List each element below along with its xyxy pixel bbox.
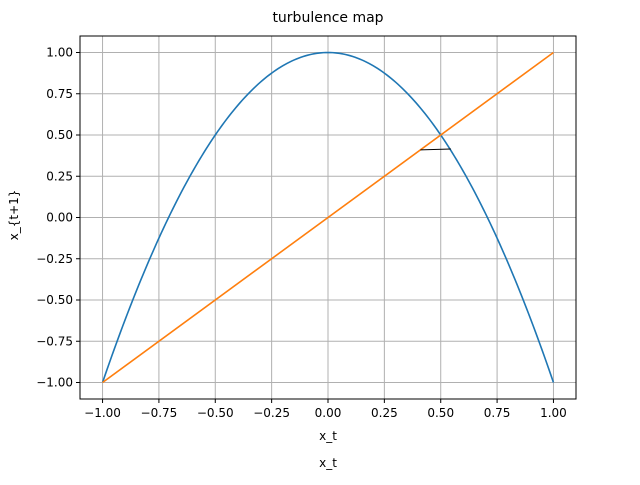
series-layer <box>101 51 555 384</box>
series-line-2 <box>420 148 451 151</box>
bottom-label: x_t <box>319 456 337 470</box>
y-tick-label: −0.50 <box>36 293 73 307</box>
x-tick-label: −0.75 <box>141 406 178 420</box>
y-tick-label: 0.00 <box>46 211 73 225</box>
y-tick-label: −0.25 <box>36 252 73 266</box>
y-tick-label: 0.75 <box>46 87 73 101</box>
y-tick-label: −1.00 <box>36 376 73 390</box>
x-tick-label: 0.50 <box>427 406 454 420</box>
y-axis-label: x_{t+1} <box>7 190 21 241</box>
y-tick-label: 0.50 <box>46 128 73 142</box>
x-tick-label: 0.00 <box>315 406 342 420</box>
x-tick-label: −0.25 <box>253 406 290 420</box>
y-tick-label: 1.00 <box>46 46 73 60</box>
series-line-1 <box>102 51 554 384</box>
y-tick-label: −0.75 <box>36 334 73 348</box>
x-tick-label: −1.00 <box>84 406 121 420</box>
x-axis-label-main: x_t <box>319 429 337 443</box>
y-tick-label: 0.25 <box>46 169 73 183</box>
x-axis-label: x_t <box>319 429 337 443</box>
ticks: −1.00 −0.75 −0.50 −0.25 0.00 0.25 0.50 0.75 1.00… <box>36 46 567 421</box>
x-tick-label: 0.25 <box>371 406 398 420</box>
x-tick-label: 0.75 <box>484 406 511 420</box>
series-line-0 <box>101 51 555 383</box>
x-tick-label: 1.00 <box>540 406 567 420</box>
chart-title: turbulence map <box>272 10 383 26</box>
x-tick-label: −0.50 <box>197 406 234 420</box>
